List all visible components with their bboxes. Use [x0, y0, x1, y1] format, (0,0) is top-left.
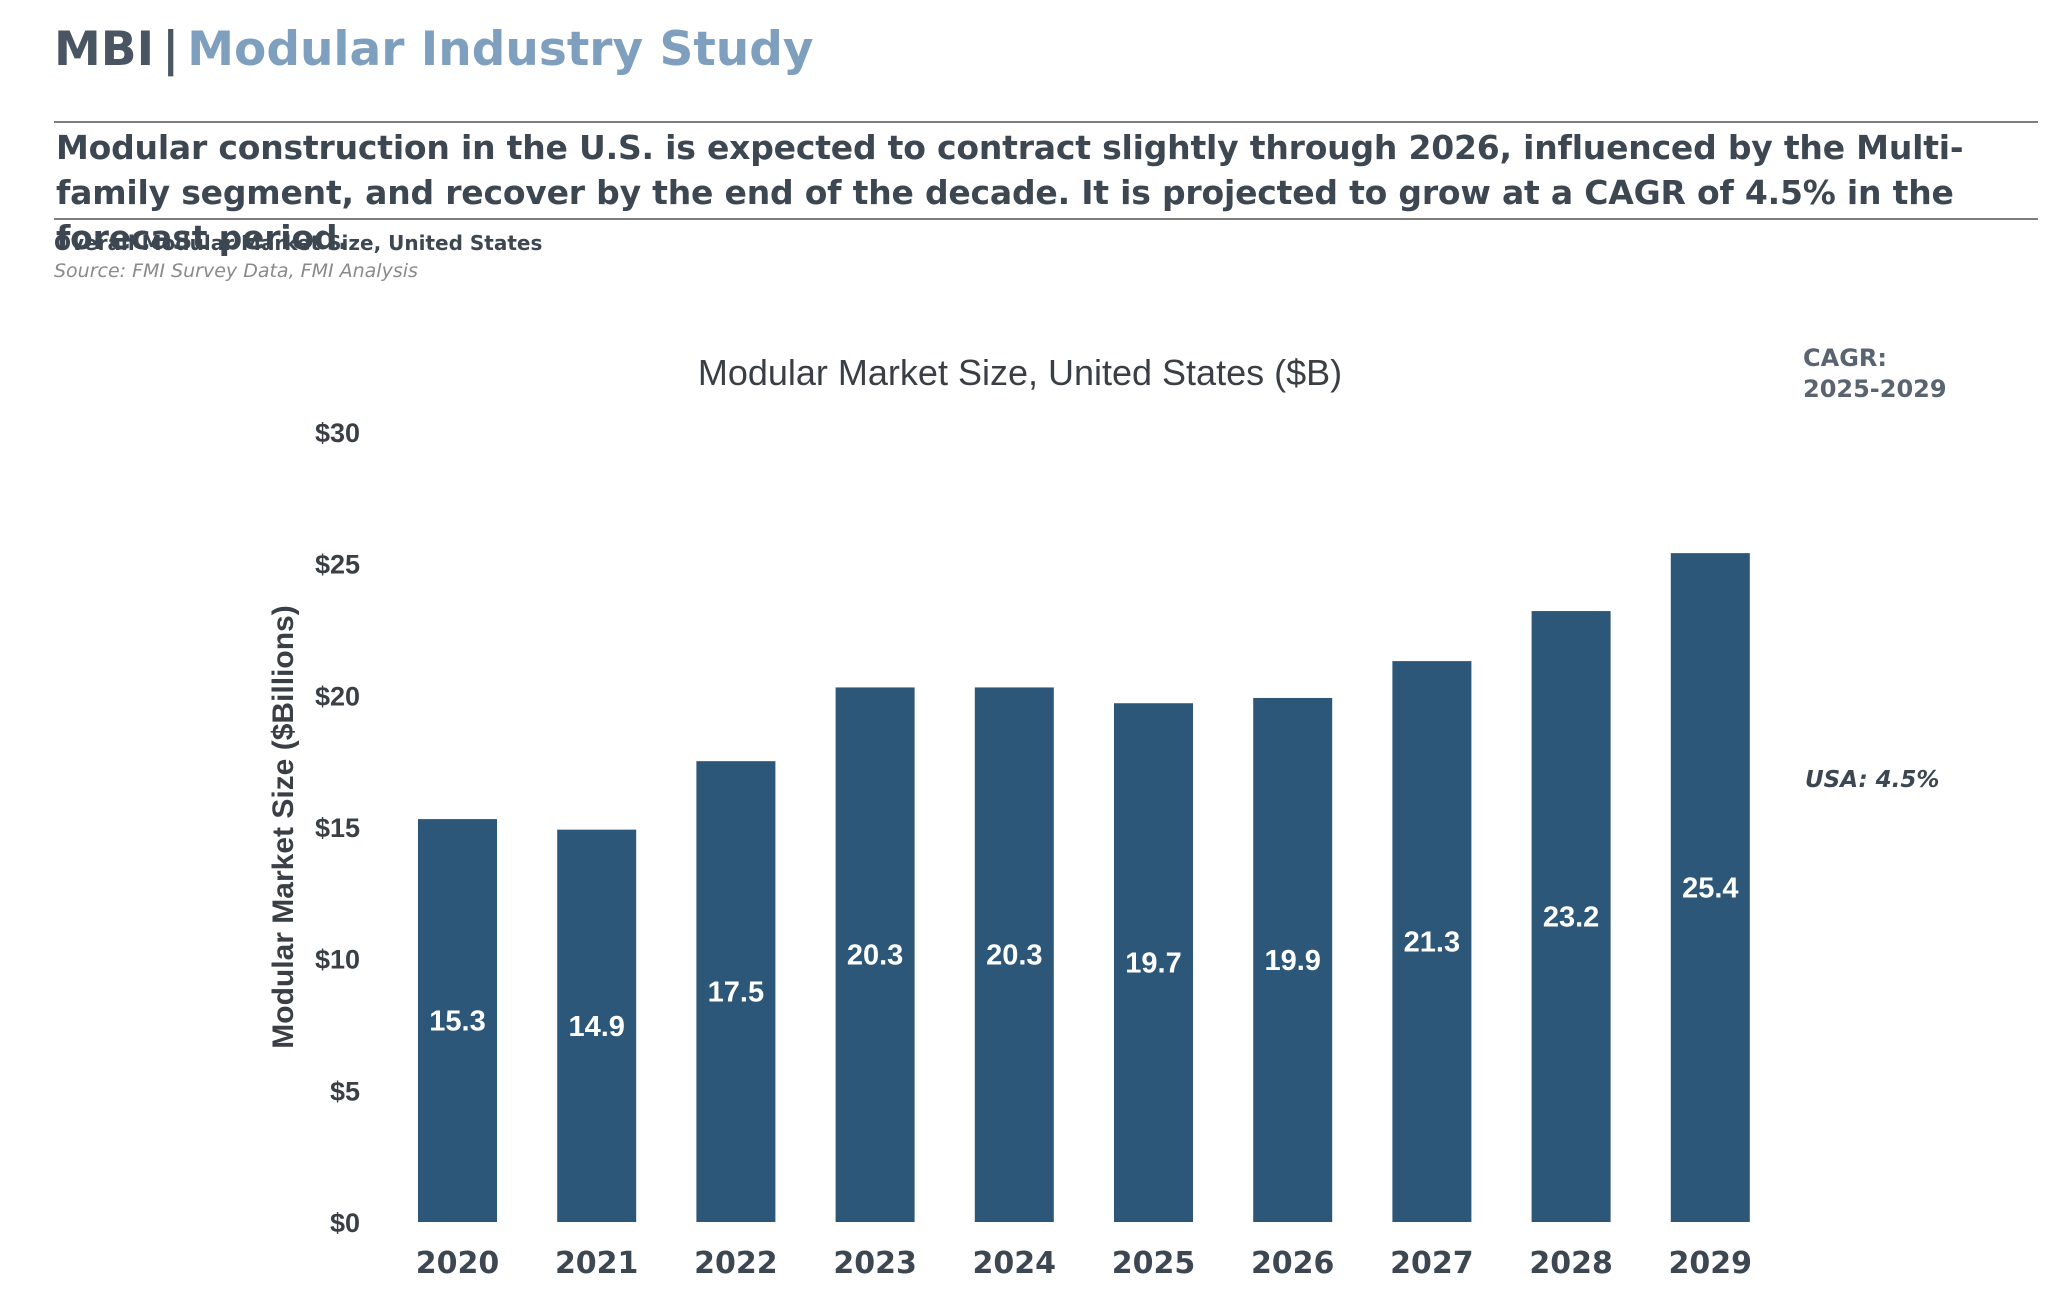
report-header: MBI | Modular Industry Study — [54, 22, 814, 77]
bar-2025 — [1114, 703, 1193, 1222]
x-tick-label: 2023 — [833, 1246, 917, 1281]
x-tick-label: 2022 — [694, 1246, 778, 1281]
cagr-value: USA: 4.5% — [1805, 767, 1940, 793]
study-title: Modular Industry Study — [187, 22, 814, 77]
x-tick-label: 2027 — [1390, 1246, 1474, 1281]
x-tick-label: 2026 — [1251, 1246, 1335, 1281]
bar-value-labels: 15.3 14.9 17.5 20.3 20.3 19.7 19.9 21.3 23.2 25.4 — [429, 873, 1738, 1043]
cagr-heading: CAGR: 2025-2029 — [1803, 343, 1947, 405]
x-tick-label: 2024 — [973, 1246, 1057, 1281]
bar-value-label: 23.2 — [1543, 902, 1599, 934]
figure-source: Source: FMI Survey Data, FMI Analysis — [54, 260, 418, 282]
brand-name: MBI — [54, 22, 155, 77]
bar-2024 — [974, 687, 1054, 1222]
y-tick-label: $20 — [315, 681, 360, 711]
bar-2029 — [1670, 553, 1750, 1222]
y-tick-label: $25 — [315, 550, 360, 580]
x-axis-ticks: 2020 2021 2022 2023 2024 2025 2026 2027 2028 2029 — [416, 1246, 1752, 1281]
bar-2023 — [835, 687, 915, 1222]
x-tick-label: 2025 — [1112, 1246, 1196, 1281]
bar-value-label: 14.9 — [568, 1011, 624, 1043]
bar-value-label: 19.7 — [1125, 948, 1181, 980]
cagr-period: 2025-2029 — [1803, 375, 1947, 403]
chart-title: Modular Market Size, United States ($B) — [697, 352, 1343, 393]
x-tick-label: 2029 — [1669, 1246, 1753, 1281]
header-separator: | — [162, 22, 180, 77]
figure-subtitle: Overall Modular Market Size, United Stat… — [54, 231, 543, 255]
bar-2026 — [1253, 697, 1333, 1222]
bar-2021 — [557, 829, 637, 1222]
bars — [418, 553, 1750, 1222]
bar-2020 — [418, 819, 497, 1222]
bar-2028 — [1531, 611, 1611, 1222]
y-axis-ticks: $0 $5 $10 $15 $20 $25 $30 — [315, 418, 360, 1238]
bar-value-label: 20.3 — [847, 940, 903, 972]
x-tick-label: 2021 — [555, 1246, 639, 1281]
bar-value-label: 21.3 — [1404, 927, 1460, 959]
y-tick-label: $5 — [330, 1076, 360, 1106]
bar-value-label: 25.4 — [1682, 873, 1738, 905]
y-tick-label: $30 — [315, 418, 360, 448]
x-tick-label: 2028 — [1529, 1246, 1613, 1281]
y-tick-label: $0 — [330, 1208, 360, 1238]
bar-value-label: 17.5 — [708, 977, 764, 1009]
cagr-label: CAGR: — [1803, 344, 1887, 372]
y-tick-label: $15 — [315, 813, 360, 843]
bottom-divider — [54, 218, 2038, 220]
y-tick-label: $10 — [315, 945, 360, 975]
headline: Modular construction in the U.S. is expe… — [56, 128, 1964, 257]
bar-2022 — [696, 761, 776, 1222]
y-axis-label: Modular Market Size ($Billions) — [267, 605, 300, 1048]
top-divider — [54, 121, 2038, 123]
bar-value-label: 20.3 — [986, 940, 1042, 972]
bar-value-label: 15.3 — [429, 1006, 485, 1038]
x-tick-label: 2020 — [416, 1246, 500, 1281]
bar-value-label: 19.9 — [1264, 945, 1320, 977]
bar-2027 — [1392, 661, 1472, 1222]
